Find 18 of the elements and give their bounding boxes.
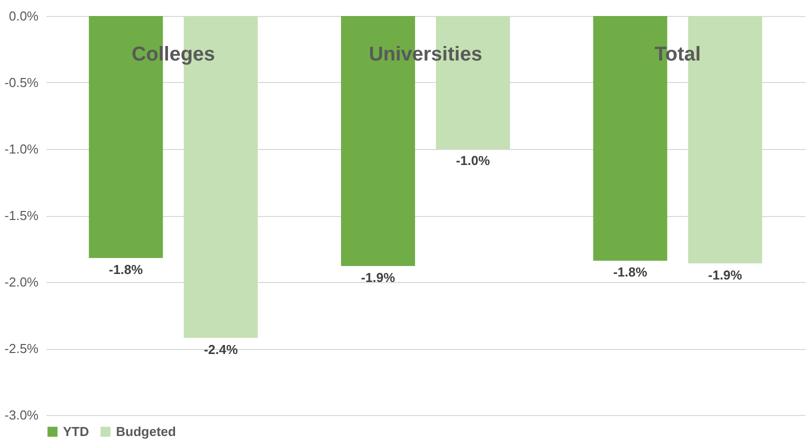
x-tick-label: Universities	[368, 44, 482, 66]
y-tick-label: -2.5%	[4, 341, 39, 356]
data-label: -1.8%	[108, 262, 144, 278]
data-label: -1.8%	[613, 264, 648, 280]
data-label: -2.4%	[204, 342, 238, 357]
data-label: -1.9%	[361, 270, 396, 286]
data-label: -1.9%	[708, 267, 743, 282]
legend-label: YTD	[63, 424, 89, 439]
legend-label: Budgeted	[116, 424, 176, 439]
x-tick-label: Colleges	[132, 44, 216, 66]
y-tick-label: 0.0%	[8, 8, 39, 24]
y-tick-label: -0.5%	[4, 75, 39, 90]
y-tick-label: -1.5%	[4, 208, 39, 223]
data-label: -1.0%	[456, 153, 490, 168]
y-tick-label: -3.0%	[4, 408, 39, 422]
y-tick-label: -2.0%	[4, 274, 39, 290]
y-tick-label: -1.0%	[4, 142, 39, 156]
x-tick-label: Total	[654, 44, 701, 66]
